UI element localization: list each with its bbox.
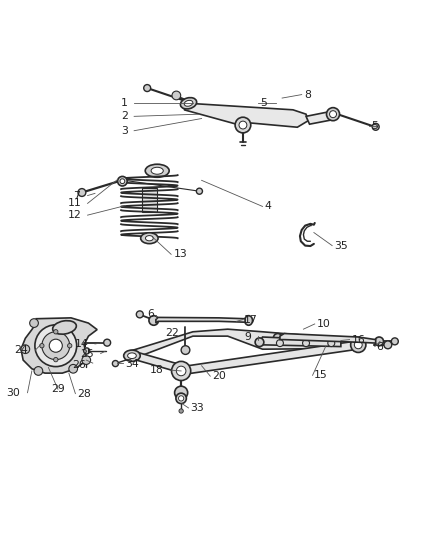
Circle shape bbox=[384, 341, 392, 349]
Text: 22: 22 bbox=[165, 328, 179, 337]
Ellipse shape bbox=[145, 164, 169, 177]
Text: 2: 2 bbox=[121, 111, 127, 122]
Circle shape bbox=[172, 361, 191, 381]
Ellipse shape bbox=[141, 233, 158, 244]
Ellipse shape bbox=[245, 316, 253, 325]
Circle shape bbox=[35, 325, 77, 367]
Circle shape bbox=[53, 329, 58, 334]
Text: 11: 11 bbox=[67, 198, 81, 208]
Polygon shape bbox=[132, 329, 358, 359]
Text: 3: 3 bbox=[121, 126, 127, 136]
Circle shape bbox=[144, 85, 151, 92]
Circle shape bbox=[40, 344, 44, 348]
Circle shape bbox=[196, 188, 202, 194]
Ellipse shape bbox=[145, 236, 153, 241]
Circle shape bbox=[84, 348, 90, 354]
Circle shape bbox=[239, 121, 247, 129]
Polygon shape bbox=[156, 318, 245, 323]
Text: 34: 34 bbox=[125, 359, 139, 368]
Circle shape bbox=[181, 346, 190, 354]
Ellipse shape bbox=[149, 316, 159, 325]
Polygon shape bbox=[134, 351, 182, 373]
Circle shape bbox=[179, 409, 184, 413]
Circle shape bbox=[69, 365, 78, 373]
Circle shape bbox=[34, 367, 43, 375]
Circle shape bbox=[113, 360, 118, 367]
Ellipse shape bbox=[328, 340, 335, 346]
Polygon shape bbox=[306, 111, 334, 124]
Circle shape bbox=[235, 117, 251, 133]
Text: 24: 24 bbox=[14, 345, 28, 355]
Ellipse shape bbox=[120, 179, 125, 183]
Circle shape bbox=[176, 393, 186, 403]
Circle shape bbox=[391, 338, 398, 345]
Ellipse shape bbox=[329, 111, 336, 118]
Circle shape bbox=[104, 339, 111, 346]
Text: 26: 26 bbox=[73, 360, 86, 370]
Text: 6: 6 bbox=[377, 342, 383, 352]
Circle shape bbox=[49, 339, 62, 352]
Text: 7: 7 bbox=[73, 191, 80, 200]
Circle shape bbox=[172, 91, 181, 100]
Polygon shape bbox=[21, 318, 97, 373]
Ellipse shape bbox=[354, 341, 362, 349]
Text: 30: 30 bbox=[6, 387, 20, 398]
Text: 9: 9 bbox=[245, 332, 252, 342]
Text: 5: 5 bbox=[260, 98, 267, 108]
Circle shape bbox=[136, 311, 143, 318]
Text: 33: 33 bbox=[190, 403, 204, 413]
Text: 18: 18 bbox=[149, 365, 163, 375]
Polygon shape bbox=[280, 334, 376, 343]
Ellipse shape bbox=[117, 176, 127, 186]
Circle shape bbox=[78, 189, 86, 197]
Polygon shape bbox=[260, 337, 341, 346]
Ellipse shape bbox=[127, 353, 136, 359]
Circle shape bbox=[179, 396, 184, 401]
Text: 8: 8 bbox=[304, 90, 311, 100]
Ellipse shape bbox=[303, 340, 310, 346]
Polygon shape bbox=[182, 341, 358, 375]
Ellipse shape bbox=[273, 334, 282, 342]
Text: 4: 4 bbox=[265, 201, 272, 212]
Ellipse shape bbox=[351, 337, 366, 352]
Polygon shape bbox=[184, 103, 308, 127]
Circle shape bbox=[82, 356, 91, 365]
Text: 25: 25 bbox=[80, 349, 94, 359]
Circle shape bbox=[67, 344, 72, 348]
Circle shape bbox=[177, 366, 186, 376]
Ellipse shape bbox=[53, 321, 76, 334]
Text: 1: 1 bbox=[121, 98, 127, 108]
Ellipse shape bbox=[184, 100, 193, 106]
Circle shape bbox=[175, 386, 187, 399]
Text: 29: 29 bbox=[51, 384, 65, 394]
Ellipse shape bbox=[255, 338, 264, 346]
Polygon shape bbox=[141, 188, 157, 212]
Circle shape bbox=[42, 332, 70, 360]
Text: 5: 5 bbox=[371, 122, 378, 131]
Ellipse shape bbox=[151, 167, 163, 174]
Circle shape bbox=[21, 345, 30, 353]
Ellipse shape bbox=[124, 350, 140, 361]
Circle shape bbox=[372, 123, 379, 130]
Text: 13: 13 bbox=[173, 249, 187, 260]
Ellipse shape bbox=[180, 98, 197, 109]
Text: 15: 15 bbox=[314, 370, 328, 381]
Text: 17: 17 bbox=[244, 314, 258, 325]
Ellipse shape bbox=[276, 340, 283, 346]
Ellipse shape bbox=[375, 337, 384, 346]
Circle shape bbox=[30, 319, 39, 327]
Text: 12: 12 bbox=[67, 210, 81, 220]
Ellipse shape bbox=[326, 108, 339, 120]
Circle shape bbox=[53, 358, 58, 362]
Text: 6: 6 bbox=[148, 309, 155, 319]
Text: 10: 10 bbox=[317, 319, 330, 329]
Text: 14: 14 bbox=[75, 339, 88, 349]
Text: 20: 20 bbox=[212, 371, 226, 381]
Text: 35: 35 bbox=[334, 240, 348, 251]
Text: 16: 16 bbox=[351, 335, 365, 345]
Text: 28: 28 bbox=[77, 389, 91, 399]
